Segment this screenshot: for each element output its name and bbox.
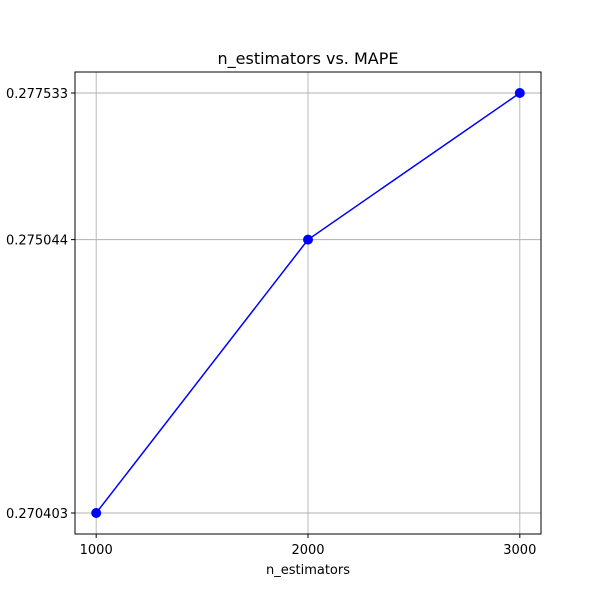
y-tick-label-0.275044: 0.275044	[6, 234, 68, 249]
y-tick-label-0.277533: 0.277533	[6, 87, 68, 102]
data-point-2000	[303, 234, 313, 245]
x-axis-label: n_estimators	[266, 563, 350, 578]
data-point-3000	[514, 88, 525, 98]
grid	[75, 72, 541, 534]
y-tick-label-0.270403: 0.270403	[6, 507, 68, 522]
data-point-1000	[91, 508, 102, 518]
axis-ticks: 1000 2000 3000 0.270403 0.275044 0.277533	[6, 87, 536, 558]
series-layer	[91, 88, 525, 518]
x-tick-label-2000: 2000	[291, 543, 324, 558]
x-tick-label-3000: 3000	[503, 543, 536, 558]
x-tick-label-1000: 1000	[80, 543, 113, 558]
chart-title: n_estimators vs. MAPE	[218, 49, 399, 69]
